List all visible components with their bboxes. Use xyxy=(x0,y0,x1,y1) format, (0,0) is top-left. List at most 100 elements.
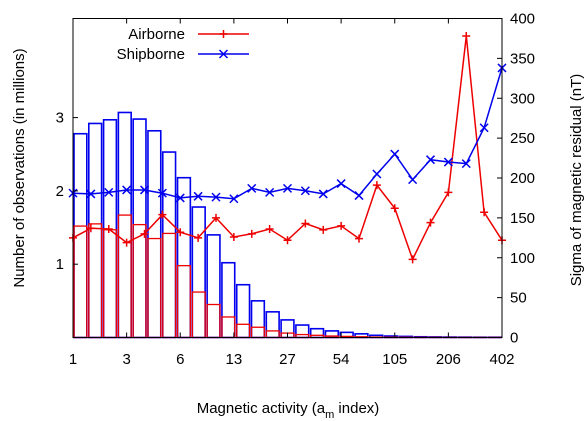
point-airborne-11 xyxy=(265,225,274,234)
right-axis-label: Sigma of magnetic residual (nT) xyxy=(568,74,585,287)
point-shipborne-14 xyxy=(318,189,328,199)
right-tick-label-400: 400 xyxy=(510,11,535,28)
x-tick-label-13: 13 xyxy=(226,351,243,368)
point-airborne-17 xyxy=(372,181,381,190)
point-shipborne-2 xyxy=(104,187,114,197)
point-shipborne-17 xyxy=(372,169,382,179)
x-tick-label-1: 1 xyxy=(69,351,77,368)
legend: Airborne Shipborne xyxy=(117,26,249,63)
point-airborne-6 xyxy=(176,228,185,237)
bar-shipborne-6 xyxy=(161,151,177,339)
x-tick-label-6: 6 xyxy=(176,351,184,368)
point-airborne-13 xyxy=(301,219,310,228)
point-airborne-2 xyxy=(104,225,113,234)
bar-airborne-6 xyxy=(162,232,177,339)
point-airborne-14 xyxy=(319,225,328,234)
point-shipborne-7 xyxy=(193,191,203,201)
bar-shipborne-3 xyxy=(117,111,132,339)
line-airborne xyxy=(72,35,503,262)
point-airborne-8 xyxy=(212,213,220,222)
point-shipborne-3 xyxy=(122,185,132,195)
legend-shipborne-label: Shipborne xyxy=(117,46,185,63)
point-airborne-15 xyxy=(337,221,346,230)
right-tick-label-0: 0 xyxy=(510,330,518,347)
point-airborne-16 xyxy=(355,234,363,243)
point-shipborne-4 xyxy=(139,185,150,195)
bars-layer xyxy=(73,111,502,339)
right-tick-label-50: 50 xyxy=(510,290,527,307)
bar-shipborne-9 xyxy=(206,234,221,339)
legend-shipborne-marker xyxy=(218,49,229,59)
point-airborne-10 xyxy=(247,229,256,238)
point-airborne-9 xyxy=(229,233,238,242)
line-shipborne xyxy=(72,67,503,200)
point-airborne-19 xyxy=(408,255,417,264)
point-airborne-23 xyxy=(480,208,489,217)
point-shipborne-22 xyxy=(461,159,471,169)
bar-shipborne-13 xyxy=(265,311,280,339)
point-airborne-3 xyxy=(122,238,131,247)
bar-airborne-2 xyxy=(102,229,118,339)
x-axis-label-main: Magnetic activity (a xyxy=(197,400,326,417)
bar-airborne-1 xyxy=(88,223,103,339)
right-tick-label-350: 350 xyxy=(510,50,535,67)
lines-layer xyxy=(68,32,507,264)
point-airborne-5 xyxy=(158,210,167,219)
point-shipborne-13 xyxy=(300,186,310,196)
point-airborne-7 xyxy=(194,233,203,242)
bar-airborne-11 xyxy=(236,323,251,339)
point-airborne-18 xyxy=(390,204,399,213)
point-airborne-21 xyxy=(444,188,453,197)
right-tick-label-300: 300 xyxy=(510,90,535,107)
point-shipborne-21 xyxy=(443,157,453,167)
x-tick-label-54: 54 xyxy=(333,351,350,368)
point-shipborne-16 xyxy=(354,191,364,201)
point-airborne-20 xyxy=(426,218,435,227)
right-tick-label-250: 250 xyxy=(510,130,535,147)
x-tick-label-105: 105 xyxy=(382,351,407,368)
legend-airborne-marker xyxy=(219,30,228,38)
right-tick-label-200: 200 xyxy=(510,170,535,187)
x-tick-label-206: 206 xyxy=(436,351,461,368)
bar-airborne-0 xyxy=(73,225,88,339)
left-axis-label: Number of observations (in millions) xyxy=(11,48,28,287)
point-shipborne-1 xyxy=(86,189,96,199)
point-shipborne-19 xyxy=(408,175,418,185)
point-airborne-1 xyxy=(86,224,95,233)
left-tick-label-3: 3 xyxy=(56,110,64,127)
bar-shipborne-12 xyxy=(250,300,266,339)
bar-airborne-10 xyxy=(221,316,236,339)
point-shipborne-18 xyxy=(390,149,400,159)
bar-shipborne-8 xyxy=(191,206,206,339)
bar-shipborne-11 xyxy=(235,283,251,339)
point-airborne-12 xyxy=(283,236,292,245)
right-tick-label-100: 100 xyxy=(510,250,535,267)
x-tick-label-27: 27 xyxy=(279,351,296,368)
point-airborne-4 xyxy=(140,229,149,238)
x-axis-label-tail: index) xyxy=(334,400,379,417)
bar-airborne-7 xyxy=(176,265,191,339)
x-axis-label: Magnetic activity (am index) xyxy=(197,400,380,421)
bar-shipborne-15 xyxy=(295,324,310,339)
point-shipborne-8 xyxy=(211,192,221,202)
left-tick-label-1: 1 xyxy=(56,256,64,273)
x-tick-label-3: 3 xyxy=(122,351,130,368)
plot-frame xyxy=(72,18,503,338)
point-shipborne-23 xyxy=(479,123,489,133)
point-shipborne-15 xyxy=(336,179,346,189)
bar-shipborne-16 xyxy=(309,327,325,339)
point-shipborne-9 xyxy=(229,194,239,204)
bar-airborne-13 xyxy=(265,330,280,339)
right-tick-label-150: 150 xyxy=(510,210,535,227)
legend-airborne-label: Airborne xyxy=(128,26,185,43)
bar-shipborne-5 xyxy=(147,129,162,339)
x-axis-label-sub: m xyxy=(325,409,334,421)
point-shipborne-12 xyxy=(282,183,293,193)
left-tick-label-2: 2 xyxy=(56,183,64,200)
bar-shipborne-4 xyxy=(132,118,147,339)
point-shipborne-10 xyxy=(247,183,257,193)
point-airborne-22 xyxy=(462,32,471,41)
x-tick-label-402: 402 xyxy=(489,351,514,368)
bar-airborne-12 xyxy=(250,326,265,339)
